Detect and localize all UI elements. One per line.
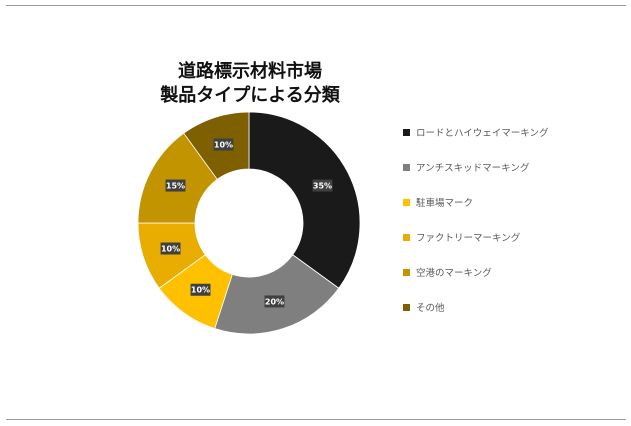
slice-label-text: 10% — [161, 244, 180, 253]
legend-label: ファクトリーマーキング — [416, 233, 521, 244]
slice-value-label: 20% — [264, 295, 285, 308]
legend-item: その他 — [403, 299, 445, 315]
legend-swatch — [403, 303, 410, 311]
slice-label-text: 35% — [313, 182, 332, 191]
legend-swatch — [403, 163, 410, 171]
legend-swatch — [403, 198, 410, 206]
slice-label-box — [165, 179, 186, 192]
legend-swatch — [403, 128, 410, 136]
slice-label-text: 15% — [166, 182, 185, 191]
slice-value-label: 10% — [213, 138, 234, 151]
slice-label-box — [160, 242, 181, 255]
donut-slice — [248, 111, 361, 289]
top-divider — [6, 5, 626, 6]
legend-label: 駐車場マーク — [416, 198, 474, 209]
legend-label: その他 — [416, 303, 445, 314]
slice-label-box — [213, 138, 234, 151]
legend-item: 駐車場マーク — [403, 194, 473, 210]
legend-swatch — [403, 233, 410, 241]
legend-swatch — [403, 268, 410, 276]
chart-title: 道路標示材料市場 製品タイプによる分類 — [150, 60, 350, 108]
slice-label-box — [312, 179, 333, 192]
slice-value-label: 10% — [160, 242, 181, 255]
chart-title-line-2: 製品タイプによる分類 — [160, 85, 340, 106]
slice-value-label: 15% — [165, 179, 186, 192]
legend-item: 空港のマーキング — [403, 264, 492, 280]
slice-label-text: 20% — [265, 297, 284, 306]
legend-item: ファクトリーマーキング — [403, 229, 520, 245]
chart-title-line-1: 道路標示材料市場 — [178, 61, 322, 82]
legend-item: ロードとハイウェイマーキング — [403, 124, 549, 140]
slice-label-box — [190, 283, 211, 296]
slice-value-label: 10% — [190, 283, 211, 296]
slice-label-box — [264, 295, 285, 308]
legend-label: ロードとハイウェイマーキング — [416, 128, 549, 139]
legend-label: 空港のマーキング — [416, 268, 492, 279]
legend-label: アンチスキッドマーキング — [416, 163, 530, 174]
slice-value-label: 35% — [312, 179, 333, 192]
legend-item: アンチスキッドマーキング — [403, 159, 529, 175]
slice-label-text: 10% — [191, 286, 210, 295]
bottom-divider — [6, 419, 626, 420]
slice-label-text: 10% — [214, 141, 233, 150]
